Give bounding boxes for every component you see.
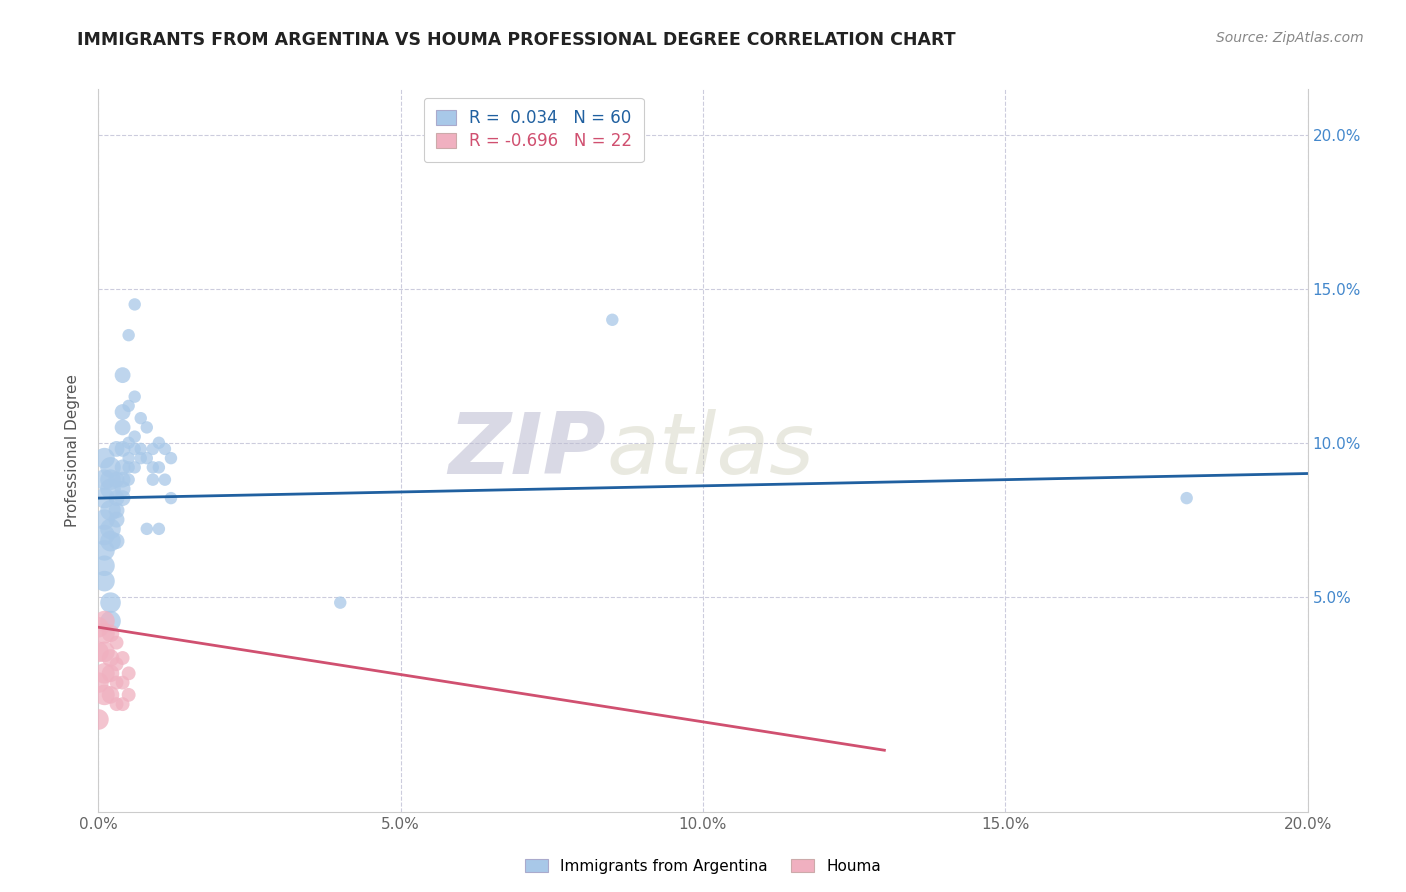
Point	[124, 390, 146, 404]
Point	[93, 513, 115, 527]
Point	[135, 522, 157, 536]
Point	[100, 651, 122, 665]
Y-axis label: Professional Degree: Professional Degree	[65, 374, 80, 527]
Point	[124, 460, 146, 475]
Point	[100, 482, 122, 496]
Point	[93, 688, 115, 702]
Point	[100, 614, 122, 628]
Point	[93, 614, 115, 628]
Point	[93, 645, 115, 659]
Point	[87, 675, 110, 690]
Point	[105, 534, 128, 549]
Point	[100, 666, 122, 681]
Legend: R =  0.034   N = 60, R = -0.696   N = 22: R = 0.034 N = 60, R = -0.696 N = 22	[423, 97, 644, 161]
Point	[148, 435, 170, 450]
Point	[100, 522, 122, 536]
Point	[105, 473, 128, 487]
Point	[93, 473, 115, 487]
Point	[105, 697, 128, 711]
Point	[111, 697, 134, 711]
Point	[100, 473, 122, 487]
Point	[111, 420, 134, 434]
Point	[1175, 491, 1198, 505]
Point	[118, 399, 141, 413]
Point	[111, 405, 134, 419]
Point	[105, 675, 128, 690]
Point	[153, 473, 176, 487]
Point	[93, 574, 115, 588]
Point	[160, 491, 183, 505]
Point	[100, 503, 122, 517]
Point	[93, 528, 115, 542]
Text: IMMIGRANTS FROM ARGENTINA VS HOUMA PROFESSIONAL DEGREE CORRELATION CHART: IMMIGRANTS FROM ARGENTINA VS HOUMA PROFE…	[77, 31, 956, 49]
Point	[111, 491, 134, 505]
Point	[100, 534, 122, 549]
Point	[148, 522, 170, 536]
Point	[87, 620, 110, 634]
Point	[118, 688, 141, 702]
Point	[142, 460, 165, 475]
Point	[329, 596, 352, 610]
Point	[111, 675, 134, 690]
Point	[142, 442, 165, 456]
Point	[118, 435, 141, 450]
Point	[93, 666, 115, 681]
Point	[124, 442, 146, 456]
Point	[87, 645, 110, 659]
Text: Source: ZipAtlas.com: Source: ZipAtlas.com	[1216, 31, 1364, 45]
Point	[111, 442, 134, 456]
Point	[135, 420, 157, 434]
Point	[118, 328, 141, 343]
Point	[93, 451, 115, 466]
Point	[105, 442, 128, 456]
Point	[602, 313, 624, 327]
Point	[129, 411, 152, 425]
Point	[118, 473, 141, 487]
Text: atlas: atlas	[606, 409, 814, 492]
Point	[118, 460, 141, 475]
Point	[111, 460, 134, 475]
Point	[118, 451, 141, 466]
Point	[93, 558, 115, 573]
Point	[148, 460, 170, 475]
Point	[100, 626, 122, 640]
Point	[93, 543, 115, 558]
Point	[124, 429, 146, 443]
Point	[129, 451, 152, 466]
Point	[118, 666, 141, 681]
Point	[153, 442, 176, 456]
Point	[100, 688, 122, 702]
Point	[93, 626, 115, 640]
Point	[111, 473, 134, 487]
Point	[87, 713, 110, 727]
Point	[100, 596, 122, 610]
Point	[105, 657, 128, 672]
Point	[105, 513, 128, 527]
Point	[93, 491, 115, 505]
Point	[111, 368, 134, 383]
Point	[105, 503, 128, 517]
Point	[100, 460, 122, 475]
Text: ZIP: ZIP	[449, 409, 606, 492]
Point	[142, 473, 165, 487]
Point	[160, 451, 183, 466]
Point	[124, 297, 146, 311]
Point	[111, 482, 134, 496]
Point	[135, 451, 157, 466]
Point	[105, 491, 128, 505]
Point	[129, 442, 152, 456]
Legend: Immigrants from Argentina, Houma: Immigrants from Argentina, Houma	[519, 853, 887, 880]
Point	[111, 651, 134, 665]
Point	[105, 635, 128, 649]
